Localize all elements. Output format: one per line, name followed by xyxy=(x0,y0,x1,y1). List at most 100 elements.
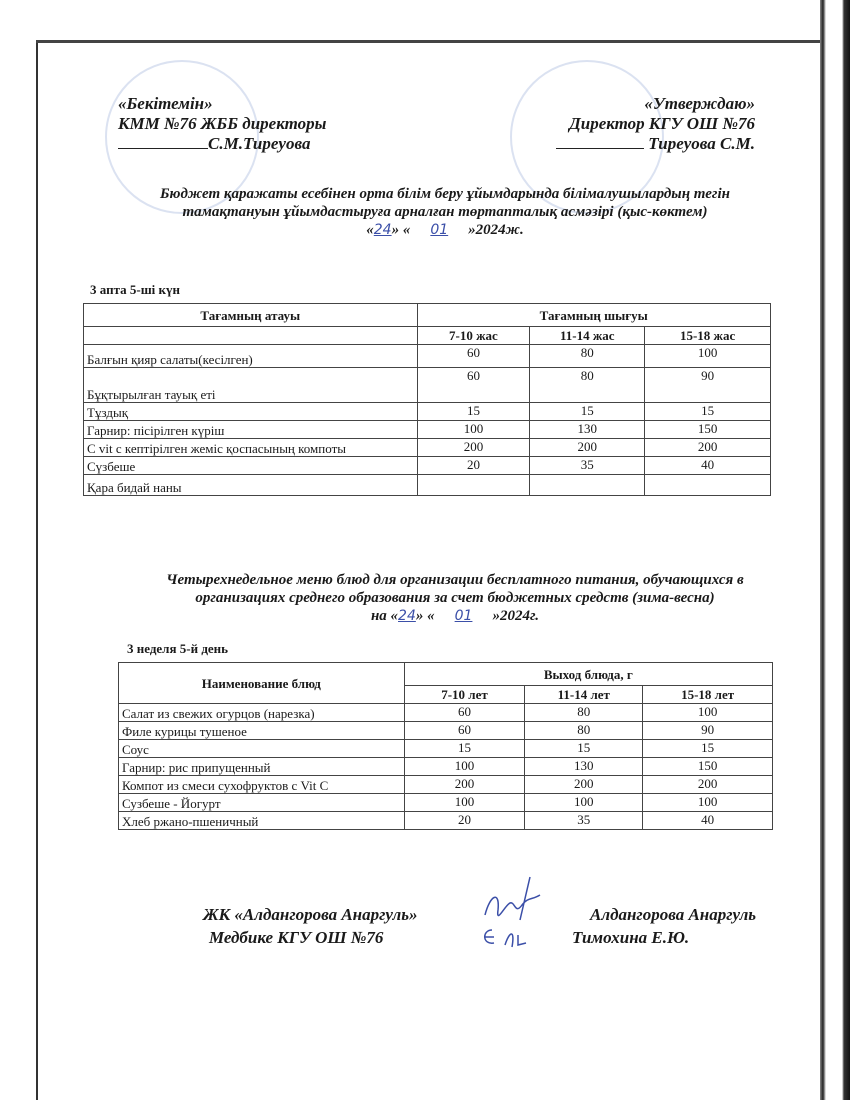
kz-approval-signer: С.М.Тиреуова xyxy=(208,134,311,153)
portion-value: 15 xyxy=(403,739,526,758)
kz-day-label: 3 апта 5-ші күн xyxy=(90,282,181,297)
footer-right-line2: Тимохина Е.Ю. xyxy=(572,928,690,947)
ru-title-line1: Четырехнедельное меню блюд для организац… xyxy=(166,572,744,588)
ru-day-label: 3 неделя 5-й день xyxy=(127,641,229,656)
col-header-age: 11-14 лет xyxy=(524,685,644,704)
portion-value: 40 xyxy=(642,811,773,830)
date-close: »2024г. xyxy=(492,608,540,624)
portion-value: 15 xyxy=(642,739,773,758)
portion-value: 80 xyxy=(529,367,646,403)
portion-value: 80 xyxy=(529,344,646,368)
ru-approval-signer-line: Тиреуова С.М. xyxy=(556,134,755,154)
ru-approval-block: «Утверждаю» Директор КГУ ОШ №76 Тиреуова… xyxy=(556,94,755,154)
dish-name: Бұқтырылған тауық еті xyxy=(83,367,418,403)
portion-value: 90 xyxy=(642,721,773,740)
portion-value: 100 xyxy=(642,703,773,722)
portion-value: 200 xyxy=(644,438,771,457)
portion-value: 80 xyxy=(524,721,644,740)
portion-value: 20 xyxy=(403,811,526,830)
portion-value: 100 xyxy=(416,420,531,439)
kz-approval-signer-line: С.М.Тиреуова xyxy=(118,134,326,154)
dish-name: Тұздық xyxy=(83,402,418,421)
col-header-age: 15-18 жас xyxy=(644,326,771,345)
table-row: Тұздық 15 15 15 xyxy=(83,402,771,421)
footer-right-line1: Алдангорова Анаргуль xyxy=(590,905,757,924)
portion-value: 35 xyxy=(524,811,644,830)
col-header-age: 11-14 жас xyxy=(529,326,646,345)
ru-title-date: на «24» « 01 »2024г. xyxy=(115,607,795,625)
ru-approval-position: Директор КГУ ОШ №76 xyxy=(569,114,755,133)
kz-approval-block: «Бекітемін» КММ №76 ЖББ директоры С.М.Ти… xyxy=(118,94,326,154)
scan-edge-left xyxy=(36,40,38,1100)
col-header-group: Выход блюда, г xyxy=(403,662,774,686)
ru-menu-table: Наименование блюд Выход блюда, г 7-10 ле… xyxy=(118,662,774,830)
col-header-name: Наименование блюд xyxy=(118,662,405,704)
dish-name: Гарнир: рис припущенный xyxy=(118,757,405,776)
dish-name: Сузбеше - Йогурт xyxy=(118,793,405,812)
dish-name: Филе курицы тушеное xyxy=(118,721,405,740)
portion-value: 60 xyxy=(416,367,531,403)
portion-value: 200 xyxy=(403,775,526,794)
date-close: »2024ж. xyxy=(468,222,524,238)
portion-value: 40 xyxy=(644,456,771,475)
portion-value: 100 xyxy=(403,757,526,776)
dish-name: Қара бидай наны xyxy=(83,474,418,496)
table-row: Сузбеше - Йогурт 100 100 100 xyxy=(118,793,773,812)
portion-value: 80 xyxy=(524,703,644,722)
table-header-row: Тағамның атауы Тағамның шығуы xyxy=(83,303,772,327)
portion-value xyxy=(416,474,531,496)
ru-approval-signer: Тиреуова С.М. xyxy=(648,134,755,153)
table-row: Хлеб ржано-пшеничный 20 35 40 xyxy=(118,811,773,830)
col-header-age: 7-10 жас xyxy=(416,326,531,345)
table-row: Қара бидай наны xyxy=(83,474,771,496)
table-header-row: 7-10 жас 11-14 жас 15-18 жас xyxy=(83,326,771,345)
portion-value: 200 xyxy=(529,438,646,457)
kz-menu-table: Тағамның атауы Тағамның шығуы 7-10 жас 1… xyxy=(83,303,772,496)
portion-value: 15 xyxy=(524,739,644,758)
dish-name: Компот из смеси сухофруктов с Vit C xyxy=(118,775,405,794)
portion-value: 200 xyxy=(524,775,644,794)
portion-value: 60 xyxy=(403,703,526,722)
ru-approval-quote: «Утверждаю» xyxy=(644,94,755,113)
dish-name: Хлеб ржано-пшеничный xyxy=(118,811,405,830)
portion-value: 60 xyxy=(403,721,526,740)
date-mid: » « xyxy=(415,608,435,624)
portion-value: 130 xyxy=(524,757,644,776)
table-row: Филе курицы тушеное 60 80 90 xyxy=(118,721,773,740)
ru-title: Четырехнедельное меню блюд для организац… xyxy=(115,571,795,625)
portion-value: 200 xyxy=(416,438,531,457)
stamp-left xyxy=(105,60,259,214)
date-day: 24 xyxy=(398,608,416,624)
date-month: 01 xyxy=(454,608,473,624)
col-header-name: Тағамның атауы xyxy=(83,303,418,327)
portion-value: 15 xyxy=(416,402,531,421)
table-header-row: Наименование блюд Выход блюда, г xyxy=(118,662,774,704)
dish-name: Балғын қияр салаты(кесілген) xyxy=(83,344,418,368)
date-open: « xyxy=(366,222,374,238)
kz-title-date: «24» « 01 »2024ж. xyxy=(95,221,795,239)
kz-title-line1: Бюджет қаражаты есебінен орта білім беру… xyxy=(160,186,730,202)
scan-edge-right xyxy=(820,0,850,1100)
portion-value: 15 xyxy=(644,402,771,421)
kz-title-line2: тамақтануын ұйымдастыруға арналған төрта… xyxy=(182,204,708,220)
dish-name: Салат из свежих огурцов (нарезка) xyxy=(118,703,405,722)
stamp-right xyxy=(510,60,664,214)
table-row: C vit с кептірілген жеміс қоспасының ком… xyxy=(83,438,771,457)
scan-edge-top xyxy=(36,40,826,43)
portion-value: 100 xyxy=(524,793,644,812)
dish-name: Соус xyxy=(118,739,405,758)
signature xyxy=(484,876,541,948)
dish-name: Сүзбеше xyxy=(83,456,418,475)
col-header-age: 15-18 лет xyxy=(642,685,773,704)
portion-value: 150 xyxy=(644,420,771,439)
footer-right: Алдангорова Анаргуль Тимохина Е.Ю. xyxy=(572,903,756,949)
portion-value: 100 xyxy=(403,793,526,812)
table-row: Компот из смеси сухофруктов с Vit C 200 20… xyxy=(118,775,773,794)
portion-value: 130 xyxy=(529,420,646,439)
table-row: Гарнир: рис припущенный 100 130 150 xyxy=(118,757,773,776)
kz-title: Бюджет қаражаты есебінен орта білім беру… xyxy=(95,185,795,239)
portion-value: 35 xyxy=(529,456,646,475)
table-row: Гарнир: пісірілген күріш 100 130 150 xyxy=(83,420,771,439)
portion-value xyxy=(644,474,771,496)
portion-value: 60 xyxy=(416,344,531,368)
